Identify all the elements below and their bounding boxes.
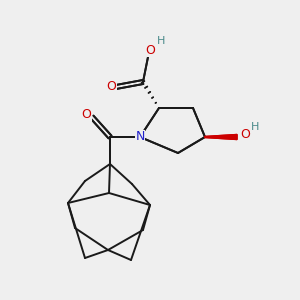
Text: N: N xyxy=(135,130,145,143)
Polygon shape xyxy=(205,134,237,140)
Text: O: O xyxy=(81,109,91,122)
Text: O: O xyxy=(240,128,250,142)
Polygon shape xyxy=(205,134,237,140)
Text: H: H xyxy=(251,122,259,132)
Text: O: O xyxy=(106,80,116,94)
Text: O: O xyxy=(145,44,155,56)
Text: H: H xyxy=(157,36,165,46)
